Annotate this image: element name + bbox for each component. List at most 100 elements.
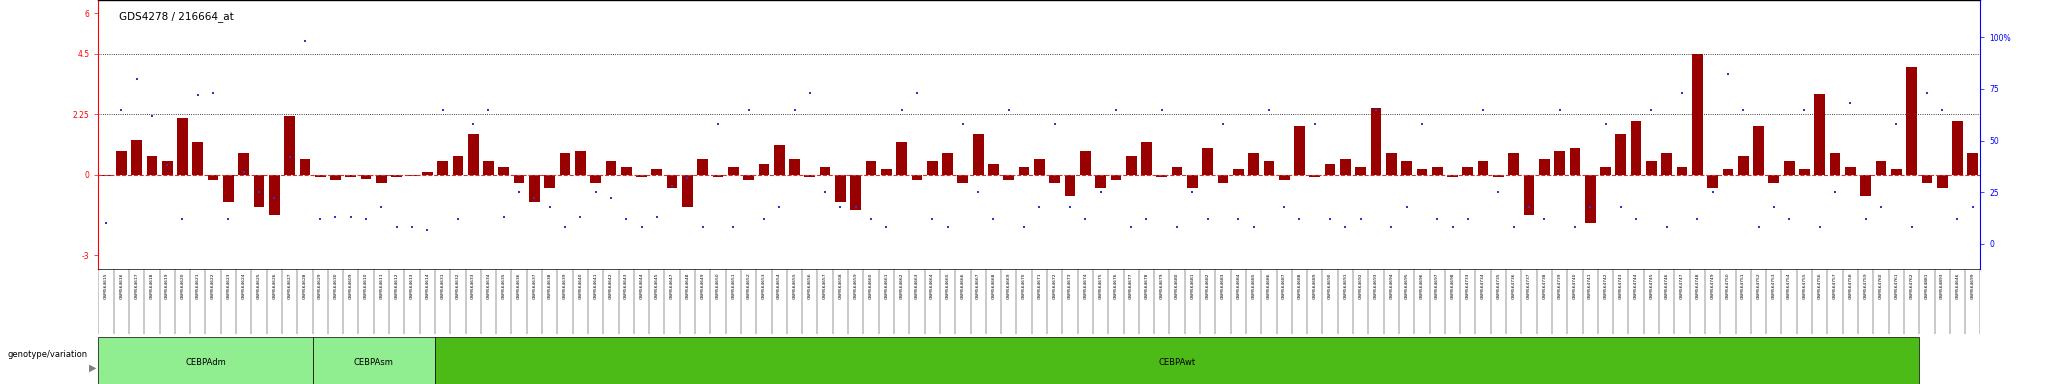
Point [1833, 100, 1866, 106]
Point [1712, 71, 1745, 78]
Bar [436, 161, 449, 175]
Point [532, 204, 565, 210]
Text: GSM564744: GSM564744 [1634, 272, 1638, 299]
Bar [1798, 169, 1810, 175]
Text: GSM564734: GSM564734 [1481, 272, 1485, 299]
Point [1466, 106, 1499, 113]
Text: GSM564667: GSM564667 [977, 272, 981, 299]
Bar [1188, 175, 1198, 188]
Bar [1921, 175, 1931, 183]
Text: GSM564656: GSM564656 [807, 272, 811, 299]
Bar [1049, 175, 1061, 183]
Text: GSM564666: GSM564666 [961, 272, 965, 299]
Text: GSM564749: GSM564749 [1710, 272, 1714, 299]
Point [319, 214, 352, 220]
Text: GSM564688: GSM564688 [1298, 272, 1300, 299]
Text: GSM564674: GSM564674 [1083, 272, 1087, 299]
Bar [727, 167, 739, 175]
Point [1681, 216, 1714, 222]
Point [1757, 204, 1790, 210]
Point [1343, 216, 1376, 222]
Point [1956, 204, 1989, 210]
Bar [528, 175, 541, 202]
Point [748, 216, 780, 222]
Text: GSM564671: GSM564671 [1038, 272, 1040, 299]
Point [823, 204, 856, 210]
Text: CEBPAdm: CEBPAdm [184, 358, 225, 367]
Bar [377, 175, 387, 183]
Point [1038, 121, 1071, 127]
Text: GSM564881: GSM564881 [1925, 272, 1929, 299]
Text: GSM564635: GSM564635 [502, 272, 506, 299]
Bar [483, 161, 494, 175]
Bar [545, 175, 555, 188]
Text: GSM564620: GSM564620 [180, 272, 184, 299]
Bar [1722, 169, 1733, 175]
Point [1589, 121, 1622, 127]
Point [1053, 204, 1085, 210]
Point [1726, 106, 1759, 113]
Text: GSM564762: GSM564762 [1909, 272, 1913, 299]
Bar [1692, 54, 1702, 175]
Bar [1479, 161, 1489, 175]
Text: GSM564675: GSM564675 [1098, 272, 1102, 299]
Bar [590, 175, 600, 183]
Point [1696, 189, 1729, 195]
Point [442, 216, 475, 222]
Point [549, 224, 582, 230]
Bar [467, 134, 479, 175]
Point [1559, 224, 1591, 230]
Point [272, 154, 305, 160]
Bar [606, 161, 616, 175]
Text: GSM564642: GSM564642 [608, 272, 612, 299]
Text: GSM564757: GSM564757 [1833, 272, 1837, 299]
Point [1114, 224, 1147, 230]
Bar [1647, 161, 1657, 175]
Point [1421, 216, 1454, 222]
Point [840, 204, 872, 210]
Point [197, 90, 229, 96]
Bar [268, 175, 281, 215]
Text: GSM564652: GSM564652 [748, 272, 752, 299]
Bar [1538, 159, 1550, 175]
Text: GSM564754: GSM564754 [1788, 272, 1792, 299]
Point [1130, 216, 1163, 222]
Text: GSM564739: GSM564739 [1559, 272, 1563, 299]
Text: GSM564683: GSM564683 [1221, 272, 1225, 299]
Point [1083, 189, 1116, 195]
Bar [422, 172, 432, 175]
Bar [1616, 134, 1626, 175]
Bar [1202, 148, 1212, 175]
Text: GSM564655: GSM564655 [793, 272, 797, 299]
Text: GSM564639: GSM564639 [563, 272, 567, 299]
Bar [1065, 175, 1075, 196]
Bar [1524, 175, 1534, 215]
Point [457, 121, 489, 127]
Point [135, 113, 168, 119]
Text: GSM564610: GSM564610 [365, 272, 369, 299]
Bar [1294, 126, 1305, 175]
Point [1436, 224, 1468, 230]
Point [1360, 106, 1393, 113]
Bar [315, 175, 326, 177]
Point [1022, 204, 1057, 210]
Point [1237, 224, 1270, 230]
Point [1804, 224, 1837, 230]
Bar [1907, 67, 1917, 175]
Bar [1370, 108, 1380, 175]
Text: GSM564690: GSM564690 [1327, 272, 1331, 299]
Point [993, 106, 1026, 113]
Point [778, 106, 811, 113]
Text: GSM564748: GSM564748 [1696, 272, 1700, 299]
Bar [1110, 175, 1120, 180]
Bar [223, 175, 233, 202]
Text: GSM564629: GSM564629 [317, 272, 322, 299]
Bar [1018, 167, 1030, 175]
Bar [1309, 175, 1321, 177]
Text: GSM564648: GSM564648 [686, 272, 690, 299]
Text: GSM564736: GSM564736 [1511, 272, 1516, 299]
Point [365, 204, 397, 210]
Text: GSM564756: GSM564756 [1819, 272, 1823, 299]
Point [733, 106, 766, 113]
Text: GSM564669: GSM564669 [1008, 272, 1012, 299]
